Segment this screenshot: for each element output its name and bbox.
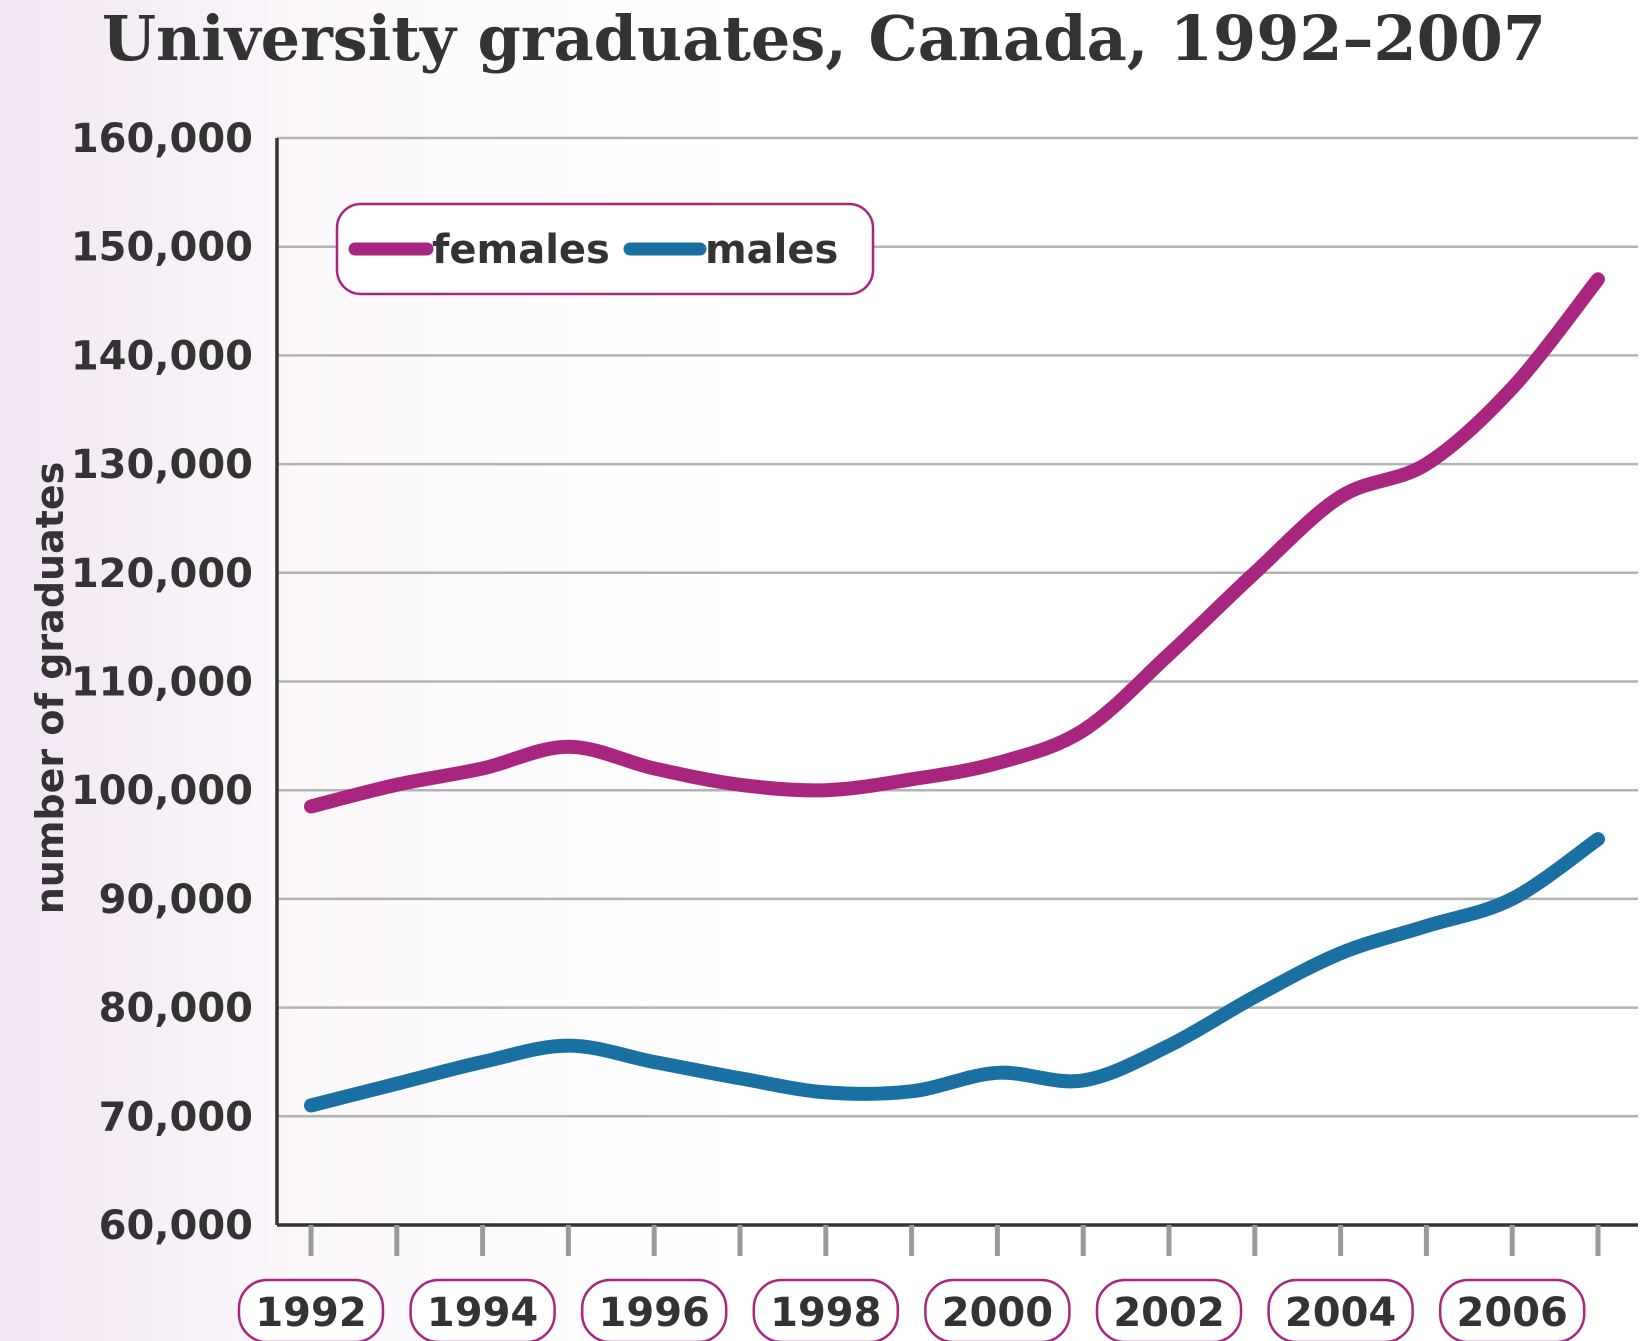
x-tick-label-pill (237, 1278, 385, 1341)
x-tick-label: 2000 (924, 1278, 1071, 1341)
x-tick-label-text: 1994 (427, 1290, 538, 1336)
chart-title: University graduates, Canada, 1992–2007 (102, 2, 1546, 75)
y-tick-label: 70,000 (99, 1094, 253, 1140)
series-line-females (304, 272, 1605, 814)
x-tick-label-pill (924, 1278, 1071, 1341)
series-lines (304, 272, 1605, 1113)
y-tick-label: 80,000 (99, 986, 253, 1032)
y-tick-label: 60,000 (99, 1203, 253, 1249)
x-tick-label-text: 2006 (1457, 1290, 1568, 1336)
x-tick-label-text: 2002 (1113, 1290, 1224, 1336)
y-axis-ticks: 60,000 70,000 80,000 90,000 100,000 110,000 12… (71, 116, 253, 1249)
legend-label-females: females (432, 227, 610, 273)
x-tick-label-text: 2004 (1285, 1290, 1396, 1336)
x-tick-label-text: 1998 (770, 1290, 881, 1336)
x-axis-ticks: 1992 1994 1996 1998 2000 2002 2004 2006 (237, 1225, 1601, 1341)
x-tick-label-text: 1992 (255, 1290, 366, 1336)
gridlines (277, 136, 1638, 1118)
y-tick-label: 140,000 (71, 333, 253, 379)
x-tick-label: 1992 (237, 1278, 385, 1341)
y-tick-label: 110,000 (71, 660, 253, 706)
y-tick-label: 150,000 (71, 225, 253, 271)
x-tick-label-pill (1438, 1278, 1586, 1341)
x-tick-label: 1994 (409, 1278, 556, 1341)
x-tick-label: 2006 (1438, 1278, 1586, 1341)
y-tick-label: 160,000 (71, 116, 253, 162)
y-tick-label: 90,000 (99, 877, 253, 923)
x-tick-label-text: 2000 (942, 1290, 1053, 1336)
x-tick-label: 2004 (1267, 1278, 1414, 1341)
legend-box (335, 202, 875, 296)
x-tick-label: 1998 (752, 1278, 900, 1341)
x-tick-label-pill (1267, 1278, 1414, 1341)
x-tick-label-pill (580, 1278, 728, 1341)
axes (275, 138, 1638, 1227)
legend-label-males: males (705, 227, 838, 273)
y-tick-label: 100,000 (71, 768, 253, 814)
y-tick-label: 120,000 (71, 551, 253, 597)
x-tick-label-pill (1095, 1278, 1243, 1341)
x-tick-label-pill (409, 1278, 556, 1341)
x-tick-label: 2002 (1095, 1278, 1243, 1341)
y-tick-label: 130,000 (71, 442, 253, 488)
x-tick-label: 1996 (580, 1278, 728, 1341)
legend: females males (335, 202, 875, 296)
x-tick-label-text: 1996 (599, 1290, 710, 1336)
y-axis-label: number of graduates (28, 462, 72, 915)
x-tick-label-pill (752, 1278, 900, 1341)
series-line-males (304, 832, 1605, 1113)
